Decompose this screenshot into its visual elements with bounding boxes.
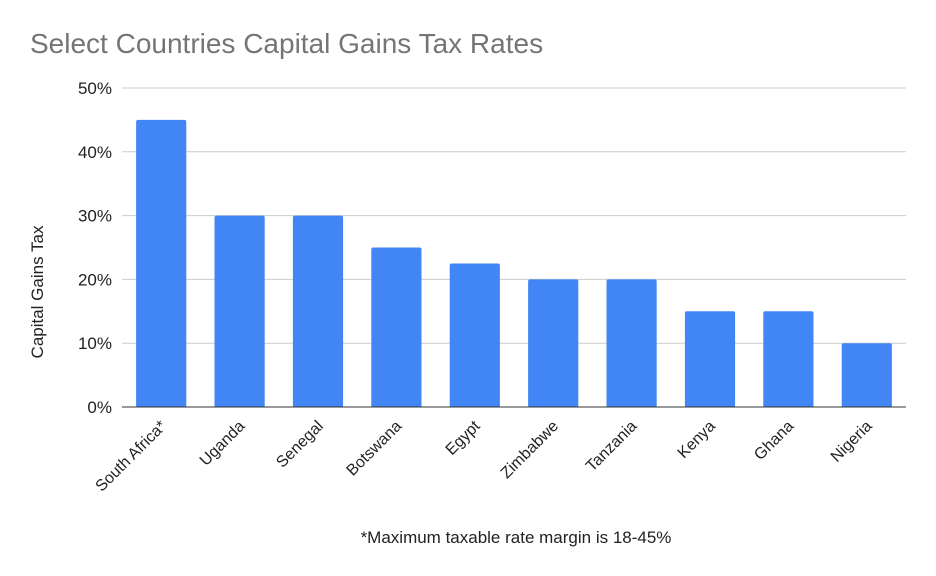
- x-tick-label: Ghana: [751, 418, 797, 464]
- x-tick-label: Nigeria: [828, 418, 876, 466]
- x-tick-label: South Africa*: [93, 418, 170, 495]
- bar: [606, 279, 657, 407]
- bar: [841, 343, 892, 407]
- x-tick-label: Egypt: [443, 417, 484, 458]
- y-tick-label: 40%: [78, 143, 112, 162]
- y-axis-ticks: 0% 10% 20% 30% 40% 50%: [78, 79, 112, 417]
- y-tick-label: 0%: [87, 398, 112, 417]
- x-tick-label: Senegal: [273, 418, 327, 472]
- y-tick-label: 10%: [78, 334, 112, 353]
- bar: [684, 311, 736, 407]
- x-tick-label: Zimbabwe: [498, 418, 562, 482]
- y-tick-label: 50%: [78, 79, 112, 98]
- bar: [371, 247, 422, 407]
- footnote: *Maximum taxable rate margin is 18-45%: [361, 528, 672, 547]
- y-tick-label: 30%: [78, 207, 112, 226]
- x-tick-label: Kenya: [675, 418, 719, 462]
- bar: [763, 311, 814, 407]
- bar: [214, 215, 265, 407]
- bars: [136, 119, 892, 408]
- bar: [292, 215, 344, 407]
- x-tick-label: Uganda: [197, 418, 249, 470]
- chart-title: Select Countries Capital Gains Tax Rates: [30, 28, 543, 59]
- bar: [136, 119, 187, 408]
- y-axis-title: Capital Gains Tax: [28, 225, 47, 358]
- bar: [449, 263, 500, 407]
- x-tick-label: Tanzania: [583, 418, 640, 475]
- x-tick-label: Botswana: [344, 418, 406, 480]
- bar: [528, 279, 579, 407]
- x-axis-ticks: South Africa* Uganda Senegal Botswana Egypt Z…: [93, 417, 876, 495]
- y-tick-label: 20%: [78, 270, 112, 289]
